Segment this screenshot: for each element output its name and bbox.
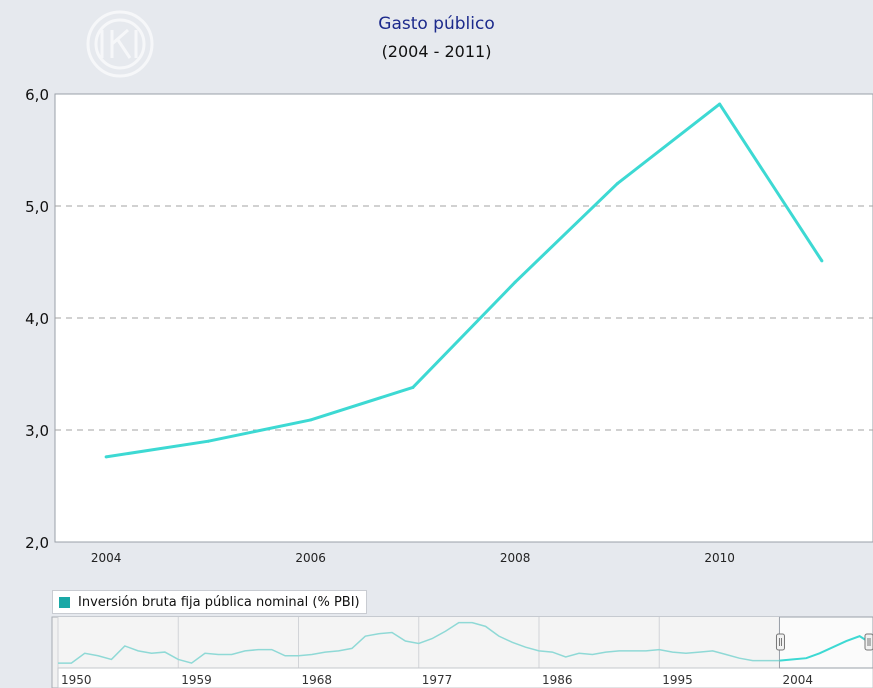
y-tick-label: 5,0 [25,198,49,216]
navigator-selected-line [779,635,873,662]
chart-subtitle: (2004 - 2011) [381,42,492,61]
data-point[interactable] [104,455,108,459]
navigator-tick-label: 1968 [301,673,332,687]
navigator-tick-label: 1959 [181,673,212,687]
legend-swatch [59,596,70,608]
navigator-tick-label: 1950 [61,673,92,687]
data-point[interactable] [718,102,722,106]
x-tick-label: 2004 [91,551,122,565]
data-point[interactable] [513,280,517,284]
series-line[interactable] [105,102,824,459]
y-tick-label: 6,0 [25,86,49,104]
navigator-axis [57,667,873,688]
x-tick-label: 2010 [704,551,735,565]
navigator-right-handle[interactable] [864,633,873,651]
x-tick-label: 2006 [295,551,326,565]
navigator-tick-label: 1986 [542,673,573,687]
x-tick-label: 2008 [500,551,531,565]
navigator-tick-label: 2004 [782,673,813,687]
data-point[interactable] [309,418,313,422]
navigator-left-handle[interactable] [775,633,785,651]
navigator-tick-label: 1995 [662,673,693,687]
legend[interactable]: Inversión bruta fija pública nominal (% … [52,590,367,614]
y-tick-label: 3,0 [25,422,49,440]
data-point[interactable] [411,385,415,389]
data-point[interactable] [820,259,824,263]
navigator-tick-label: 1977 [422,673,453,687]
chart-title: Gasto público [378,14,495,34]
legend-label: Inversión bruta fija pública nominal (% … [78,594,360,610]
watermark-logo [86,10,154,78]
navigator-series-line [58,621,873,664]
navigator-plot [58,617,873,668]
y-tick-label: 2,0 [25,534,49,552]
data-point[interactable] [615,182,619,186]
y-tick-label: 4,0 [25,310,49,328]
data-point[interactable] [206,439,210,443]
